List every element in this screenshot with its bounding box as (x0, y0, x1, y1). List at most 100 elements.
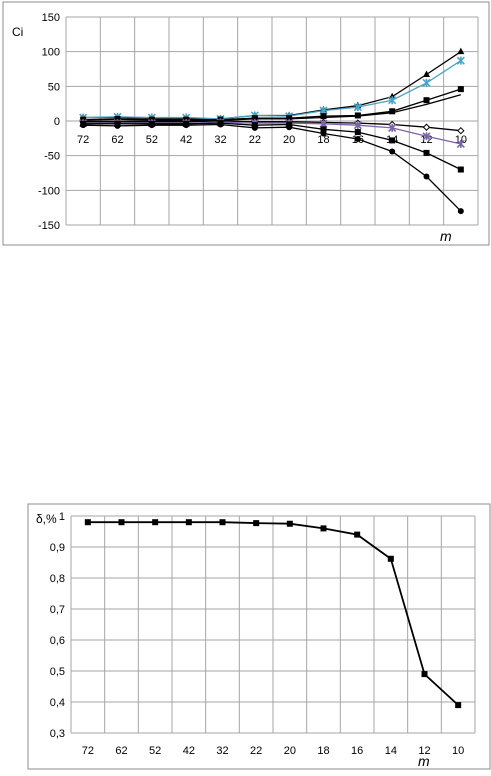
data-point (320, 113, 327, 120)
data-point (422, 132, 431, 141)
x-tick-label: 42 (180, 134, 192, 146)
chart-frame (27, 503, 491, 770)
series-line (83, 120, 461, 132)
data-point (389, 148, 396, 155)
data-point (320, 525, 327, 532)
data-point (80, 122, 87, 129)
y-tick-label: 0,4 (50, 697, 65, 709)
data-point (457, 86, 464, 93)
data-point (148, 122, 155, 129)
data-point (217, 121, 224, 128)
series-line (83, 123, 462, 212)
data-point (353, 121, 362, 130)
data-point (354, 531, 361, 538)
y-tick-label: 150 (42, 12, 60, 24)
chart-delta: 1 0,9 0,8 0,7 0,6 0,5 0,4 0,3 72 62 52 42 32 22 20 18 16… (0, 500, 491, 776)
data-point (457, 208, 464, 215)
data-point (353, 103, 362, 112)
data-point (423, 70, 430, 78)
data-point (422, 78, 431, 87)
data-point (387, 555, 394, 562)
x-tick-label: 20 (284, 745, 296, 757)
series-1 (84, 519, 462, 709)
series-8 (80, 121, 464, 215)
series-line (87, 521, 459, 706)
x-tick-label: 52 (149, 745, 161, 757)
data-point (320, 130, 327, 137)
data-point (118, 519, 125, 526)
y-tick-label: 0 (54, 116, 60, 128)
series-line (83, 88, 462, 121)
data-point (423, 149, 430, 156)
x-tick-label: 62 (115, 745, 127, 757)
data-point (456, 56, 465, 65)
x-tick-label: 22 (250, 745, 262, 757)
x-tick-label: 32 (214, 134, 226, 146)
series-line (83, 121, 461, 145)
x-tick-label: 52 (146, 134, 158, 146)
y-tick-label: 0,7 (50, 604, 65, 616)
chart-ci-svg: 150100500-50-100-15072625242322220181614… (2, 1, 490, 246)
data-point (456, 139, 465, 148)
data-point (388, 123, 397, 132)
data-point (183, 122, 190, 129)
data-point (457, 47, 465, 55)
x-tick-label: 12 (418, 745, 430, 757)
chart-ci: 150100500-50-100-15072625242322220181614… (0, 0, 491, 255)
y-tick-label: 1 (59, 511, 65, 523)
data-point (354, 136, 361, 143)
data-point (422, 123, 431, 131)
y-tick-label: -100 (38, 185, 60, 197)
data-point (423, 173, 430, 180)
series-4 (83, 94, 461, 121)
y-tick-label: 0,6 (50, 635, 65, 647)
data-point (219, 519, 226, 526)
y-tick-label: 0,3 (50, 728, 65, 740)
y-tick-label: 0,5 (50, 666, 65, 678)
y-tick-label: 50 (48, 81, 60, 93)
data-point (320, 126, 327, 133)
data-point (389, 108, 396, 115)
data-point (286, 520, 293, 527)
data-point (114, 122, 121, 129)
y-tick-label: 100 (42, 47, 60, 59)
data-point (253, 520, 260, 527)
x-tick-label: 22 (249, 134, 261, 146)
x-tick-label: 10 (452, 745, 464, 757)
data-point (389, 137, 396, 144)
data-point (455, 702, 462, 709)
x-tick-label: 20 (283, 134, 295, 146)
series-line (83, 122, 462, 171)
data-point (185, 519, 192, 526)
data-point (421, 671, 428, 678)
data-point (286, 124, 293, 131)
data-point (457, 126, 465, 135)
data-point (84, 519, 91, 526)
y-tick-label: -50 (44, 151, 60, 163)
x-axis-label: m (440, 228, 452, 244)
x-tick-label: 14 (385, 745, 397, 757)
data-point (354, 129, 361, 136)
data-point (251, 124, 258, 131)
y-tick-label: 0,8 (50, 573, 65, 585)
x-axis-label: m (418, 753, 430, 769)
x-tick-label: 16 (351, 745, 363, 757)
y-axis-label: Ci (12, 25, 23, 39)
x-tick-label: 32 (216, 745, 228, 757)
data-point (457, 166, 464, 173)
series-line (83, 94, 461, 121)
data-point (388, 96, 397, 105)
x-tick-label: 18 (317, 134, 329, 146)
data-point (423, 97, 430, 104)
data-point (152, 519, 159, 526)
y-tick-label: 0,9 (50, 542, 65, 554)
x-tick-label: 18 (317, 745, 329, 757)
x-tick-label: 62 (111, 134, 123, 146)
x-tick-label: 42 (183, 745, 195, 757)
y-axis-label: δ,% (36, 512, 57, 526)
x-tick-label: 72 (77, 134, 89, 146)
series-line (83, 60, 462, 120)
x-tick-label: 72 (82, 745, 94, 757)
y-tick-label: -150 (38, 220, 60, 232)
chart-delta-svg: 1 0,9 0,8 0,7 0,6 0,5 0,4 0,3 72 62 52 42 32 22 20 18 16… (27, 503, 491, 770)
